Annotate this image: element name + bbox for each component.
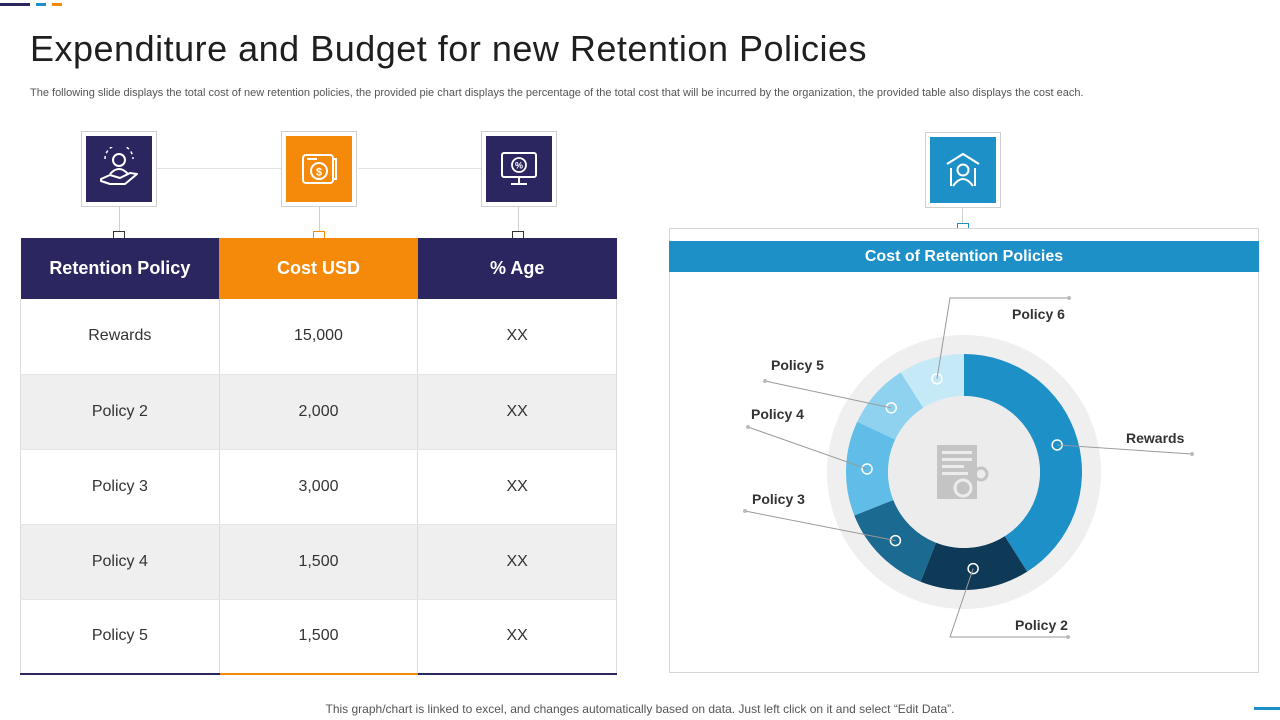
- cell-cost: 15,000: [218, 299, 419, 375]
- cell-cost: 1,500: [218, 599, 419, 675]
- hand-user-icon: [100, 147, 138, 185]
- retention-policy-table: Retention Policy Cost USD % Age Rewards …: [20, 238, 617, 675]
- page-title: Expenditure and Budget for new Retention…: [30, 28, 868, 69]
- accent-bar-bottom: [1254, 707, 1280, 710]
- chart-panel: [669, 228, 1259, 673]
- cell-cost: 3,000: [218, 449, 419, 525]
- legend-label-rewards: Rewards: [1126, 430, 1185, 446]
- legend-label-policy-2: Policy 2: [1015, 617, 1068, 633]
- connector: [962, 208, 963, 223]
- icon-card-chart: [925, 132, 1001, 208]
- cell-percent: XX: [417, 374, 617, 450]
- protected-user-icon: [946, 152, 980, 187]
- column-header-percent: % Age: [417, 238, 617, 299]
- icon-connector-line: [358, 168, 482, 169]
- connector: [319, 207, 320, 231]
- table-row: Policy 5 1,500 XX: [20, 599, 617, 675]
- svg-text:%: %: [515, 161, 523, 171]
- cell-cost: 1,500: [218, 524, 419, 600]
- footer-note: This graph/chart is linked to excel, and…: [325, 702, 955, 716]
- cell-policy: Rewards: [20, 299, 220, 375]
- icon-card-cost: $: [281, 131, 357, 207]
- cell-percent: XX: [417, 599, 617, 675]
- accent-bar-blue: [36, 3, 46, 6]
- legend-label-policy-5: Policy 5: [771, 357, 824, 373]
- cell-policy: Policy 2: [20, 374, 220, 450]
- money-scroll-icon: $: [302, 154, 337, 184]
- table-row: Policy 4 1,500 XX: [20, 524, 617, 600]
- connector: [518, 207, 519, 231]
- cell-policy: Policy 4: [20, 524, 220, 600]
- monitor-percent-icon: %: [501, 152, 537, 185]
- icon-card-retention-policy: [81, 131, 157, 207]
- cell-cost: 2,000: [218, 374, 419, 450]
- page-subtitle: The following slide displays the total c…: [30, 87, 1084, 99]
- icon-card-percent: %: [481, 131, 557, 207]
- svg-text:$: $: [316, 167, 322, 179]
- cell-policy: Policy 3: [20, 449, 220, 525]
- table-row: Policy 2 2,000 XX: [20, 374, 617, 450]
- table-header-row: Retention Policy Cost USD % Age: [20, 238, 617, 299]
- legend-label-policy-3: Policy 3: [752, 491, 805, 507]
- column-header-cost: Cost USD: [219, 238, 418, 299]
- table-row: Rewards 15,000 XX: [20, 299, 617, 375]
- legend-label-policy-6: Policy 6: [1012, 306, 1065, 322]
- cell-percent: XX: [417, 449, 617, 525]
- icon-connector-line: [157, 168, 282, 169]
- chart-title: Cost of Retention Policies: [669, 241, 1259, 272]
- cell-policy: Policy 5: [20, 599, 220, 675]
- legend-label-policy-4: Policy 4: [751, 406, 804, 422]
- cell-percent: XX: [417, 524, 617, 600]
- accent-bar-orange: [52, 3, 62, 6]
- column-header-policy: Retention Policy: [20, 238, 220, 299]
- connector: [119, 207, 120, 231]
- accent-bar-navy: [0, 3, 30, 6]
- cell-percent: XX: [417, 299, 617, 375]
- table-row: Policy 3 3,000 XX: [20, 449, 617, 525]
